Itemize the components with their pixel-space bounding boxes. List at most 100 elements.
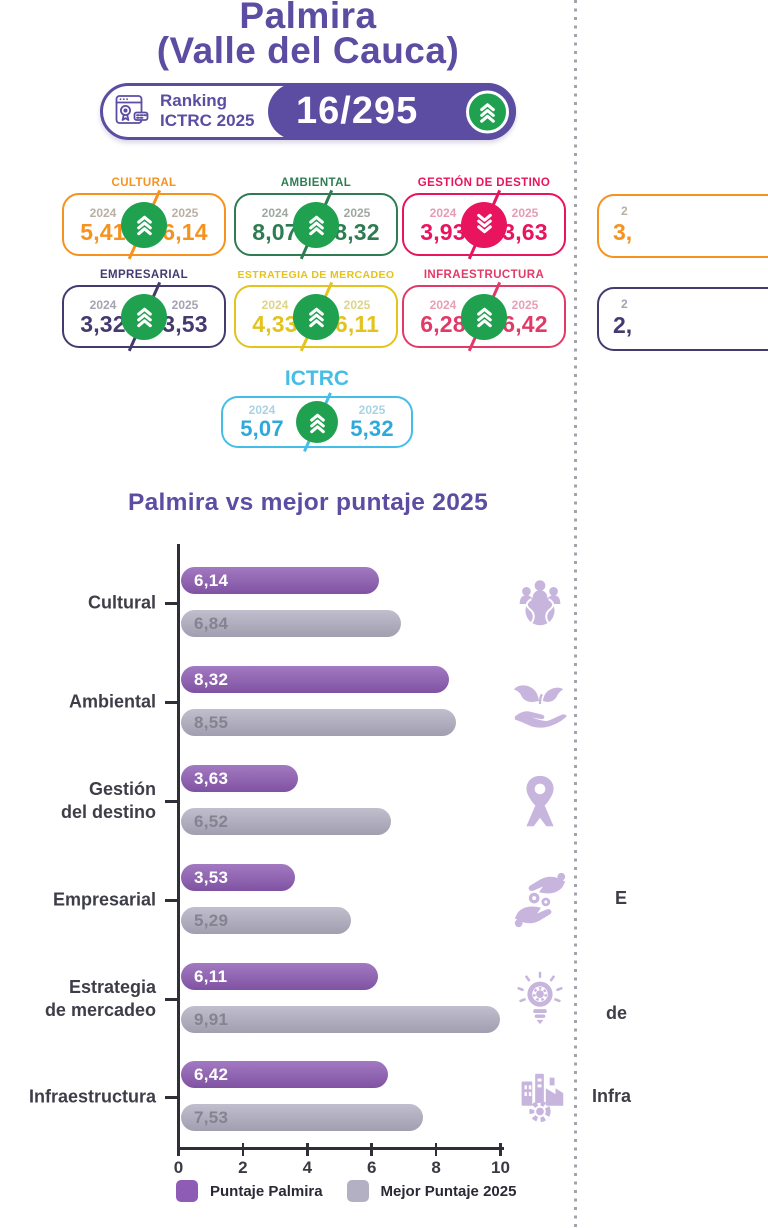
ranking-label-line1: Ranking bbox=[160, 91, 228, 110]
x-axis-tick-label: 2 bbox=[238, 1158, 248, 1177]
year-label: 2025 bbox=[171, 297, 199, 312]
year-label: 2025 bbox=[358, 403, 386, 417]
partial-score-card-1: 2 3, bbox=[597, 194, 768, 258]
score-card-empresarial: EMPRESARIAL 2024 3,32 2025 3,53 bbox=[62, 269, 226, 352]
community-icon bbox=[509, 572, 571, 634]
card-box: 2024 5,07 2025 5,32 bbox=[221, 392, 413, 452]
year-label: 2 bbox=[621, 297, 628, 311]
bar-value-label: 3,63 bbox=[194, 769, 229, 788]
card-box: 2024 8,07 2025 8,32 bbox=[234, 189, 398, 260]
ranking-badge: Ranking ICTRC 2025 16/295 bbox=[100, 83, 516, 140]
category-axis-tick bbox=[165, 898, 178, 902]
bar-value-label: 6,11 bbox=[194, 967, 228, 986]
partial-label-2: de bbox=[606, 1003, 628, 1023]
score-card-ambiental: AMBIENTAL 2024 8,07 2025 8,32 bbox=[234, 177, 398, 260]
legend-label-palmira: Puntaje Palmira bbox=[210, 1182, 323, 1200]
ranking-label-line2: ICTRC 2025 bbox=[160, 111, 255, 130]
score-card-infraestructura: INFRAESTRUCTURA 2024 6,28 2025 6,42 bbox=[402, 269, 566, 352]
card-title: ESTRATEGIA DE MERCADEO bbox=[237, 269, 395, 281]
x-axis-tick-label: 4 bbox=[302, 1158, 313, 1177]
bar-value-label: 5,29 bbox=[194, 911, 229, 930]
score-card-gestion-destino: GESTIÓN DE DESTINO 2024 3,93 2025 3,63 bbox=[402, 177, 566, 260]
score-value: 6,28 bbox=[420, 310, 466, 337]
bar-value-label: 7,53 bbox=[194, 1108, 229, 1127]
year-label: 2024 bbox=[429, 297, 457, 312]
card-title: GESTIÓN DE DESTINO bbox=[417, 177, 551, 189]
year-label: 2024 bbox=[248, 403, 276, 417]
score-value: 4,33 bbox=[252, 310, 298, 337]
score-value: 5,32 bbox=[350, 416, 394, 441]
score-value: 3,32 bbox=[80, 310, 126, 337]
page-divider-dotted bbox=[574, 0, 577, 1228]
card-title: CULTURAL bbox=[111, 177, 177, 189]
legend-swatch-palmira bbox=[176, 1180, 198, 1202]
chart-legend: Puntaje Palmira Mejor Puntaje 2025 bbox=[176, 1180, 540, 1202]
bar-value-label: 6,42 bbox=[194, 1065, 229, 1084]
x-axis-tick-label: 10 bbox=[491, 1158, 510, 1177]
year-label: 2025 bbox=[511, 205, 539, 220]
page-subtitle: (Valle del Cauca) bbox=[156, 30, 460, 71]
year-label: 2024 bbox=[261, 297, 289, 312]
hands-coins-icon bbox=[509, 869, 571, 931]
bar-value-label: 6,84 bbox=[194, 614, 229, 633]
card-box: 2024 5,41 2025 6,14 bbox=[62, 189, 226, 260]
ictrc-title: ICTRC bbox=[284, 367, 350, 390]
trend-down-icon bbox=[461, 201, 507, 248]
score-value: 3,63 bbox=[502, 218, 548, 245]
page-title: Palmira bbox=[239, 0, 377, 36]
bar-mejor-puntaje: 8,55 bbox=[181, 709, 457, 736]
bar-value-label: 9,91 bbox=[194, 1010, 229, 1029]
year-label: 2024 bbox=[89, 297, 117, 312]
category-label: Ambiental bbox=[68, 691, 156, 712]
bar-value-label: 8,32 bbox=[194, 670, 229, 689]
factory-gear-icon bbox=[509, 1066, 571, 1128]
bar-puntaje-palmira: 6,14 bbox=[181, 567, 379, 594]
certificate-window-icon bbox=[113, 91, 153, 131]
category-label: Cultural bbox=[87, 592, 156, 613]
chart-title: Palmira vs mejor puntaje 2025 bbox=[127, 489, 489, 516]
category-axis-tick bbox=[165, 700, 178, 704]
x-axis-tick bbox=[241, 1143, 245, 1156]
trend-up-icon bbox=[296, 401, 338, 443]
trend-up-icon bbox=[466, 90, 509, 133]
card-title: AMBIENTAL bbox=[280, 177, 352, 189]
x-axis-tick bbox=[434, 1143, 438, 1156]
score-value: 6,11 bbox=[334, 310, 380, 337]
category-axis-tick bbox=[165, 601, 178, 605]
card-title: EMPRESARIAL bbox=[99, 269, 189, 281]
bar-mejor-puntaje: 6,84 bbox=[181, 610, 402, 637]
bar-mejor-puntaje: 9,91 bbox=[181, 1006, 501, 1033]
bar-puntaje-palmira: 3,53 bbox=[181, 864, 295, 891]
trend-up-icon bbox=[121, 293, 167, 340]
legend-swatch-mejor bbox=[346, 1180, 369, 1202]
location-pin-icon bbox=[509, 770, 571, 832]
category-axis-tick bbox=[165, 799, 178, 803]
idea-gear-icon bbox=[509, 968, 571, 1030]
score-value: 6,42 bbox=[502, 310, 548, 337]
score-value: 3,53 bbox=[162, 310, 208, 337]
x-axis-tick-label: 8 bbox=[431, 1158, 441, 1177]
category-label: Estrategia de mercadeo bbox=[44, 977, 156, 1020]
legend-label-mejor: Mejor Puntaje 2025 bbox=[380, 1182, 517, 1200]
bar-value-label: 3,53 bbox=[194, 868, 229, 887]
category-axis-tick bbox=[165, 1095, 178, 1099]
bar-mejor-puntaje: 7,53 bbox=[181, 1104, 424, 1131]
chart-x-axis bbox=[177, 1147, 504, 1150]
ranking-value-pill: 16/295 bbox=[268, 83, 516, 140]
bar-puntaje-palmira: 6,11 bbox=[181, 963, 378, 990]
score-value: 8,07 bbox=[252, 218, 298, 245]
card-box: 2024 4,33 2025 6,11 bbox=[234, 281, 398, 352]
score-value: 2, bbox=[613, 312, 633, 338]
year-label: 2025 bbox=[171, 205, 199, 220]
partial-label-1: E bbox=[615, 888, 628, 908]
trend-up-icon bbox=[293, 293, 339, 340]
year-label: 2024 bbox=[429, 205, 457, 220]
score-value: 3,93 bbox=[420, 218, 466, 245]
bar-value-label: 8,55 bbox=[194, 713, 229, 732]
trend-up-icon bbox=[461, 293, 507, 340]
card-box: 2024 3,32 2025 3,53 bbox=[62, 281, 226, 352]
score-card-estrategia-mercadeo: ESTRATEGIA DE MERCADEO 2024 4,33 2025 6,11 bbox=[234, 269, 398, 352]
score-value: 8,32 bbox=[334, 218, 380, 245]
bar-mejor-puntaje: 6,52 bbox=[181, 808, 391, 835]
